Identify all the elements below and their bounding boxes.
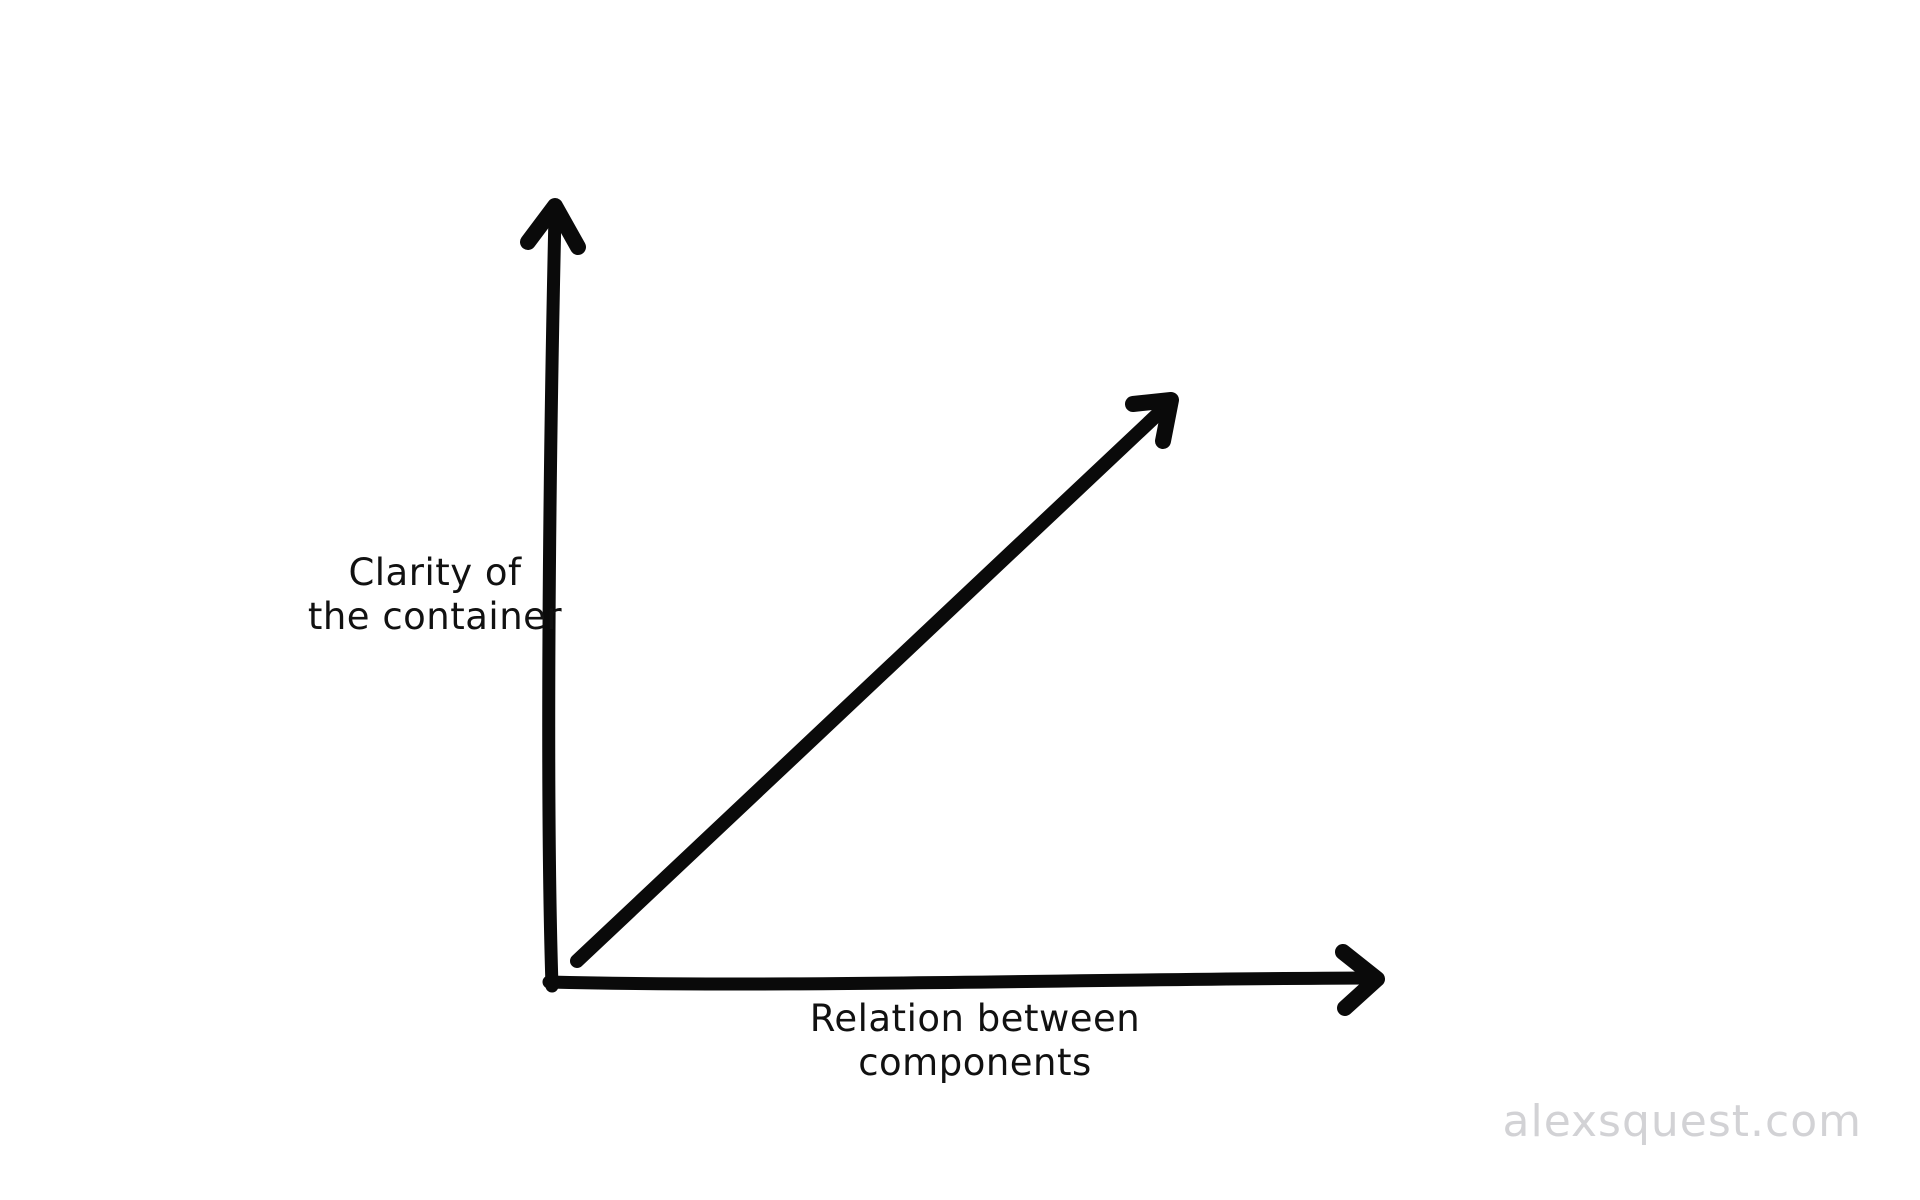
x-axis-label-line1: Relation between bbox=[809, 997, 1141, 1040]
trend-arrow-stroke bbox=[570, 405, 1167, 968]
y-axis-arrowhead bbox=[520, 198, 586, 255]
watermark: alexsquest.com bbox=[1502, 1096, 1862, 1147]
y-axis-stroke bbox=[542, 207, 562, 993]
x-axis-stroke bbox=[542, 971, 1375, 991]
x-axis-arrowhead bbox=[1335, 944, 1385, 1016]
x-axis-label-line2: components bbox=[858, 1041, 1092, 1084]
y-axis-label-line2: the container bbox=[307, 595, 563, 638]
y-axis-label: Clarity of the container bbox=[260, 551, 610, 639]
y-axis-label-line1: Clarity of bbox=[348, 551, 522, 594]
x-axis-label: Relation between components bbox=[775, 997, 1175, 1085]
trend-arrow-arrowhead bbox=[1125, 392, 1179, 449]
